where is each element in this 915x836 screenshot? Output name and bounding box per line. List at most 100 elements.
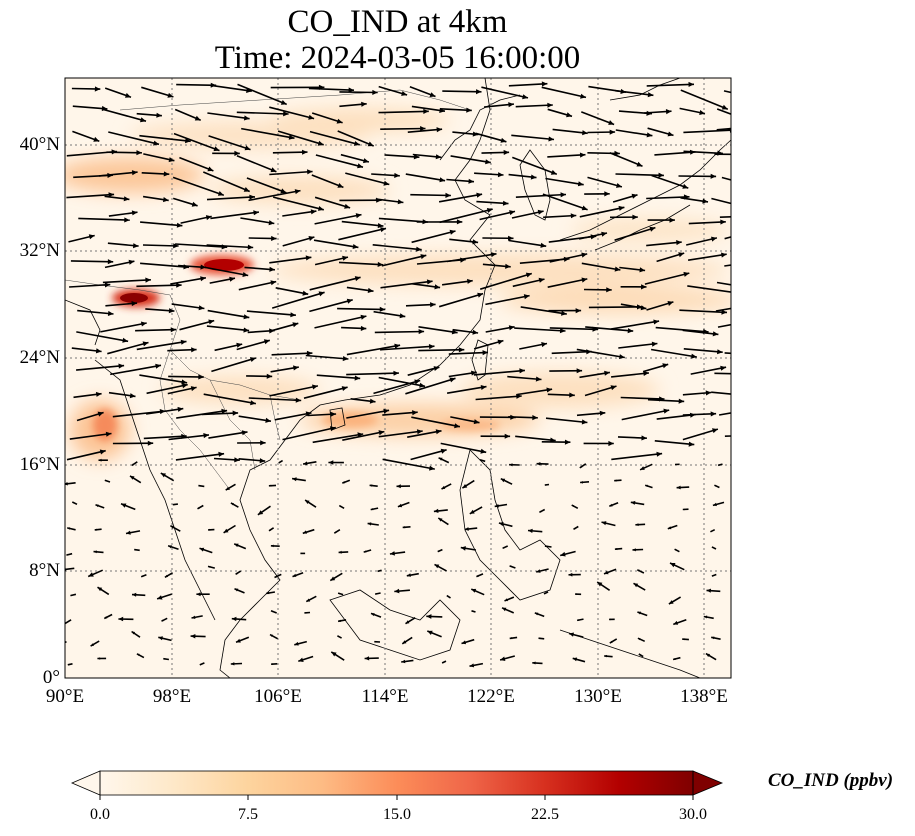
wind-arrow-head [523, 294, 530, 300]
wind-arrow-head [191, 347, 197, 353]
wind-arrow-head [394, 343, 401, 349]
wind-arrow-head [243, 327, 250, 333]
wind-arrow-head [97, 657, 101, 660]
wind-arrow-head [168, 308, 175, 314]
wind-arrow-head [157, 595, 163, 600]
wind-arrow-head [577, 181, 584, 187]
wind-arrow-head [360, 325, 367, 331]
wind-arrow-head [383, 180, 390, 186]
wind-arrow-head [637, 569, 640, 572]
wind-arrow-head [675, 463, 677, 466]
wind-arrow-head [688, 441, 695, 447]
wind-arrow-head [107, 310, 114, 316]
wind-arrow-head [468, 178, 474, 184]
wind-arrow-head [497, 172, 504, 178]
wind-arrow-head [458, 347, 465, 353]
wind-arrow-head [469, 663, 475, 668]
wind-arrow [442, 90, 482, 93]
wind-arrow [282, 236, 315, 247]
wind-arrow [269, 385, 319, 397]
wind-arrow-head [294, 641, 299, 646]
wind-arrow-head [158, 636, 163, 641]
wind-arrow-head [355, 213, 362, 219]
wind-arrow [615, 129, 653, 137]
wind-arrow-head [269, 266, 275, 272]
wind-arrow-head [155, 363, 161, 369]
wind-arrow-head [528, 528, 533, 533]
wind-arrow [207, 112, 250, 120]
wind-arrow-head [570, 213, 577, 219]
wind-arrow-head [129, 393, 136, 399]
y-tick-label: 40°N [19, 134, 60, 155]
wind-arrow-head [338, 619, 341, 622]
wind-arrow-head [710, 173, 717, 179]
wind-arrow-head [610, 385, 617, 391]
y-tick-label: 32°N [19, 240, 60, 261]
wind-arrow-head [243, 115, 250, 121]
wind-arrow-head [305, 411, 312, 417]
wind-arrow-head [372, 89, 378, 95]
wind-arrow-head [509, 210, 515, 216]
wind-arrow-head [471, 588, 477, 593]
wind-arrow-head [354, 375, 361, 381]
wind-arrow [611, 452, 663, 461]
wind-arrow [145, 407, 184, 415]
wind-arrow-head [310, 209, 317, 215]
wind-arrow-head [426, 279, 433, 285]
wind-arrow-head [581, 277, 588, 283]
wind-arrow-head [632, 548, 636, 552]
wind-arrow-head [122, 337, 129, 343]
wind-arrow-head [364, 656, 370, 661]
x-tick-label: 98°E [152, 686, 192, 707]
wind-arrow-head [303, 461, 308, 466]
wind-arrow [651, 174, 689, 189]
wind-arrow-head [544, 484, 547, 486]
wind-arrow-head [667, 131, 674, 137]
wind-arrow [547, 153, 586, 158]
wind-arrow-head [126, 530, 131, 535]
wind-arrow-head [473, 419, 480, 425]
wind-arrow-head [577, 619, 580, 621]
wind-arrow-head [535, 376, 542, 382]
wind-arrow-head [225, 486, 230, 491]
wind-arrow-head [330, 411, 337, 417]
wind-arrow-head [128, 259, 135, 265]
wind-arrow-head [645, 484, 648, 487]
wind-arrow [76, 364, 125, 371]
wind-arrow [378, 110, 429, 114]
wind-arrow-head [703, 615, 708, 619]
wind-arrow-head [582, 130, 588, 136]
wind-arrow-head [635, 523, 639, 527]
wind-arrow-head [720, 219, 726, 225]
wind-vector-field [58, 81, 731, 668]
wind-arrow-head [360, 314, 367, 320]
wind-arrow-head [290, 312, 296, 318]
wind-arrow-head [232, 410, 239, 416]
wind-arrow-head [208, 528, 211, 531]
wind-arrow-head [58, 623, 64, 628]
wind-arrow-head [497, 339, 504, 345]
wind-arrow [346, 344, 401, 356]
wind-arrow-head [471, 370, 477, 376]
wind-arrow [140, 262, 190, 269]
wind-arrow-head [295, 397, 302, 403]
wind-arrow-head [168, 545, 172, 549]
wind-arrow [440, 442, 487, 454]
wind-arrow [202, 171, 251, 193]
wind-arrow [106, 151, 142, 154]
wind-arrow-head [170, 525, 175, 529]
wind-arrow [206, 244, 254, 249]
wind-arrow-head [302, 530, 307, 534]
wind-arrow [581, 111, 615, 126]
wind-arrow-head [649, 226, 656, 232]
wind-arrow-head [437, 550, 440, 552]
wind-arrow [615, 173, 664, 177]
wind-arrow-head [198, 374, 204, 380]
wind-arrow-head [308, 236, 315, 241]
wind-arrow [647, 398, 685, 403]
wind-arrow-head [346, 298, 353, 304]
wind-arrow-head [548, 136, 554, 142]
wind-arrow-head [560, 192, 566, 198]
wind-arrow-head [380, 227, 386, 233]
wind-arrow-head [438, 457, 443, 461]
